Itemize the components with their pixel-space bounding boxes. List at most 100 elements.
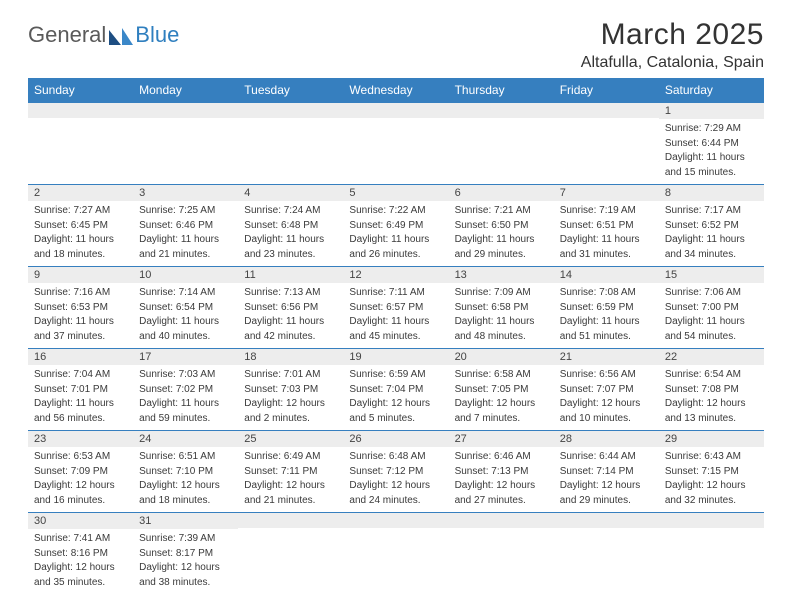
day-line: Sunset: 6:44 PM bbox=[665, 137, 758, 151]
day-number: 23 bbox=[28, 431, 133, 447]
location-text: Altafulla, Catalonia, Spain bbox=[581, 54, 764, 72]
day-line: Daylight: 12 hours bbox=[139, 561, 232, 575]
logo-sail-icon bbox=[108, 26, 134, 44]
day-number bbox=[554, 513, 659, 528]
day-details: Sunrise: 7:19 AMSunset: 6:51 PMDaylight:… bbox=[554, 201, 659, 266]
day-line: Sunrise: 7:06 AM bbox=[665, 286, 758, 300]
day-number: 25 bbox=[238, 431, 343, 447]
day-line: Sunset: 6:59 PM bbox=[560, 301, 653, 315]
day-line: Daylight: 12 hours bbox=[560, 397, 653, 411]
day-details: Sunrise: 6:56 AMSunset: 7:07 PMDaylight:… bbox=[554, 365, 659, 430]
day-line: Daylight: 11 hours bbox=[665, 233, 758, 247]
calendar-cell: 16Sunrise: 7:04 AMSunset: 7:01 PMDayligh… bbox=[28, 349, 133, 431]
day-number: 14 bbox=[554, 267, 659, 283]
day-line: Sunrise: 6:49 AM bbox=[244, 450, 337, 464]
calendar-week: 9Sunrise: 7:16 AMSunset: 6:53 PMDaylight… bbox=[28, 267, 764, 349]
calendar-cell: 26Sunrise: 6:48 AMSunset: 7:12 PMDayligh… bbox=[343, 431, 448, 513]
day-line: and 31 minutes. bbox=[560, 248, 653, 262]
day-line: Sunrise: 6:46 AM bbox=[455, 450, 548, 464]
day-line: Sunrise: 7:08 AM bbox=[560, 286, 653, 300]
day-details: Sunrise: 7:06 AMSunset: 7:00 PMDaylight:… bbox=[659, 283, 764, 348]
day-number: 30 bbox=[28, 513, 133, 529]
day-number: 12 bbox=[343, 267, 448, 283]
day-line: Sunset: 7:13 PM bbox=[455, 465, 548, 479]
page-header: GeneralBlue March 2025 Altafulla, Catalo… bbox=[28, 18, 764, 72]
day-line: Daylight: 12 hours bbox=[139, 479, 232, 493]
day-line: Sunrise: 7:29 AM bbox=[665, 122, 758, 136]
day-number: 8 bbox=[659, 185, 764, 201]
day-line: and 21 minutes. bbox=[139, 248, 232, 262]
day-number: 31 bbox=[133, 513, 238, 529]
calendar-cell: 22Sunrise: 6:54 AMSunset: 7:08 PMDayligh… bbox=[659, 349, 764, 431]
calendar-cell bbox=[238, 513, 343, 595]
day-line: Sunrise: 6:48 AM bbox=[349, 450, 442, 464]
day-line: Sunset: 6:54 PM bbox=[139, 301, 232, 315]
day-line: Sunrise: 7:24 AM bbox=[244, 204, 337, 218]
day-line: Daylight: 12 hours bbox=[244, 479, 337, 493]
calendar-cell: 25Sunrise: 6:49 AMSunset: 7:11 PMDayligh… bbox=[238, 431, 343, 513]
calendar-head: Sunday Monday Tuesday Wednesday Thursday… bbox=[28, 78, 764, 103]
day-details: Sunrise: 7:08 AMSunset: 6:59 PMDaylight:… bbox=[554, 283, 659, 348]
day-line: Daylight: 11 hours bbox=[244, 233, 337, 247]
day-line: Daylight: 11 hours bbox=[34, 397, 127, 411]
calendar-body: 1 Sunrise: 7:29 AMSunset: 6:44 PM Daylight… bbox=[28, 103, 764, 595]
col-saturday: Saturday bbox=[659, 78, 764, 103]
calendar-cell bbox=[659, 513, 764, 595]
day-line: Sunset: 6:51 PM bbox=[560, 219, 653, 233]
day-line: Daylight: 11 hours bbox=[139, 315, 232, 329]
day-number: 29 bbox=[659, 431, 764, 447]
day-line: and 27 minutes. bbox=[455, 494, 548, 508]
day-details: Sunrise: 7:09 AMSunset: 6:58 PMDaylight:… bbox=[449, 283, 554, 348]
calendar-cell bbox=[554, 103, 659, 185]
day-number bbox=[238, 513, 343, 528]
day-number: 6 bbox=[449, 185, 554, 201]
day-details: Sunrise: 6:58 AMSunset: 7:05 PMDaylight:… bbox=[449, 365, 554, 430]
calendar-cell: 17Sunrise: 7:03 AMSunset: 7:02 PMDayligh… bbox=[133, 349, 238, 431]
day-line: and 56 minutes. bbox=[34, 412, 127, 426]
col-tuesday: Tuesday bbox=[238, 78, 343, 103]
day-line: Daylight: 11 hours bbox=[34, 315, 127, 329]
day-line: Sunset: 7:11 PM bbox=[244, 465, 337, 479]
day-number: 24 bbox=[133, 431, 238, 447]
col-friday: Friday bbox=[554, 78, 659, 103]
day-line: Sunrise: 7:14 AM bbox=[139, 286, 232, 300]
day-line: Daylight: 12 hours bbox=[349, 479, 442, 493]
calendar-week: 23Sunrise: 6:53 AMSunset: 7:09 PMDayligh… bbox=[28, 431, 764, 513]
day-number: 22 bbox=[659, 349, 764, 365]
day-number: 10 bbox=[133, 267, 238, 283]
logo-text-2: Blue bbox=[135, 22, 179, 48]
day-line: Sunrise: 6:58 AM bbox=[455, 368, 548, 382]
day-number: 16 bbox=[28, 349, 133, 365]
day-number: 1 bbox=[659, 103, 764, 119]
day-line: and 18 minutes. bbox=[139, 494, 232, 508]
day-number: 3 bbox=[133, 185, 238, 201]
day-line: Sunset: 6:49 PM bbox=[349, 219, 442, 233]
day-line: Sunrise: 7:19 AM bbox=[560, 204, 653, 218]
day-line: Daylight: 11 hours bbox=[139, 397, 232, 411]
day-number bbox=[554, 103, 659, 118]
calendar-cell: 2Sunrise: 7:27 AMSunset: 6:45 PMDaylight… bbox=[28, 185, 133, 267]
day-details: Sunrise: 7:17 AMSunset: 6:52 PMDaylight:… bbox=[659, 201, 764, 266]
day-line: Sunset: 6:50 PM bbox=[455, 219, 548, 233]
day-details: Sunrise: 6:48 AMSunset: 7:12 PMDaylight:… bbox=[343, 447, 448, 512]
col-monday: Monday bbox=[133, 78, 238, 103]
day-line: and 54 minutes. bbox=[665, 330, 758, 344]
day-line: Sunrise: 6:59 AM bbox=[349, 368, 442, 382]
calendar-cell: 10 Sunrise: 7:14 AMSunset: 6:54 PMDayligh… bbox=[133, 267, 238, 349]
day-line: Sunrise: 7:13 AM bbox=[244, 286, 337, 300]
day-line: Sunset: 7:02 PM bbox=[139, 383, 232, 397]
day-line: Daylight: 11 hours bbox=[34, 233, 127, 247]
day-details: Sunrise: 7:03 AMSunset: 7:02 PMDaylight:… bbox=[133, 365, 238, 430]
day-line: and 7 minutes. bbox=[455, 412, 548, 426]
day-details: Sunrise: 6:49 AMSunset: 7:11 PMDaylight:… bbox=[238, 447, 343, 512]
day-number bbox=[343, 103, 448, 118]
day-line: Sunset: 8:17 PM bbox=[139, 547, 232, 561]
day-line: Daylight: 12 hours bbox=[34, 561, 127, 575]
col-wednesday: Wednesday bbox=[343, 78, 448, 103]
day-details: Sunrise: 6:44 AMSunset: 7:14 PMDaylight:… bbox=[554, 447, 659, 512]
calendar-week: 30Sunrise: 7:41 AMSunset: 8:16 PMDayligh… bbox=[28, 513, 764, 595]
day-line: Sunrise: 7:11 AM bbox=[349, 286, 442, 300]
calendar-cell: 31Sunrise: 7:39 AMSunset: 8:17 PMDayligh… bbox=[133, 513, 238, 595]
calendar-cell: 11Sunrise: 7:13 AMSunset: 6:56 PMDayligh… bbox=[238, 267, 343, 349]
day-line: Sunrise: 7:04 AM bbox=[34, 368, 127, 382]
